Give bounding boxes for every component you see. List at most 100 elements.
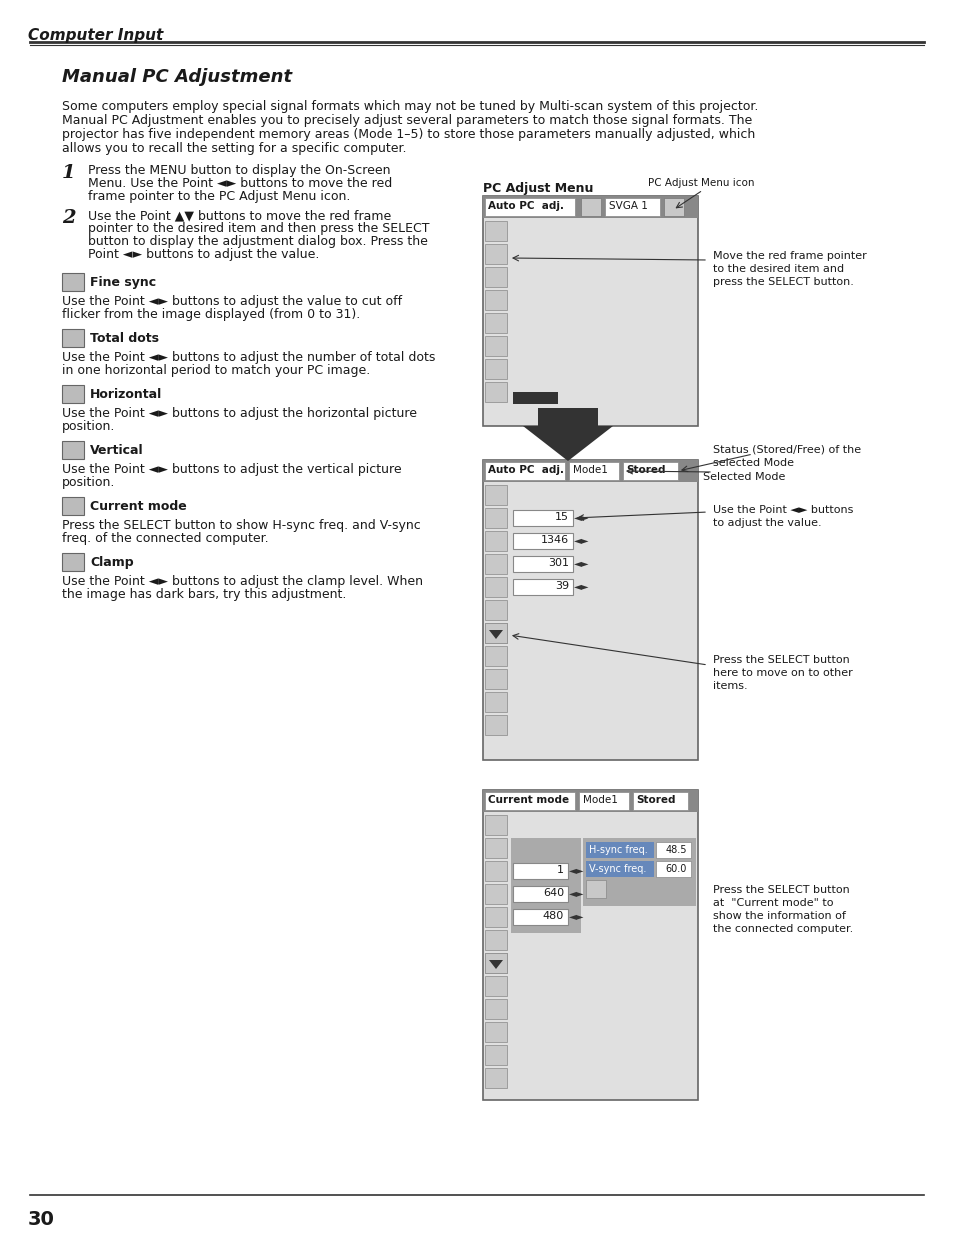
Text: ►: ► (580, 535, 588, 545)
Text: Current mode: Current mode (488, 795, 569, 805)
Bar (663, 198, 683, 216)
Text: Computer Input: Computer Input (28, 28, 163, 43)
Polygon shape (522, 408, 613, 461)
Text: Use the Point ◄► buttons to adjust the clamp level. When: Use the Point ◄► buttons to adjust the c… (62, 576, 422, 588)
Text: flicker from the image displayed (from 0 to 31).: flicker from the image displayed (from 0… (62, 308, 360, 321)
Text: Auto PC  adj.: Auto PC adj. (488, 466, 563, 475)
Bar (622, 462, 678, 480)
Bar (585, 842, 654, 858)
Bar (484, 555, 506, 574)
Text: 1: 1 (557, 864, 563, 876)
Text: SVGA 1: SVGA 1 (608, 201, 647, 211)
Text: ◄: ◄ (568, 864, 576, 876)
Bar (580, 198, 600, 216)
Bar (484, 267, 506, 287)
Bar (484, 245, 506, 264)
Text: Press the MENU button to display the On-Screen: Press the MENU button to display the On-… (88, 164, 390, 177)
Text: ►: ► (576, 911, 583, 921)
Bar (484, 600, 506, 620)
Text: Mode1: Mode1 (573, 466, 607, 475)
Text: 39: 39 (555, 580, 568, 592)
Bar (633, 792, 687, 810)
Bar (656, 842, 690, 858)
Bar (62, 385, 84, 403)
Bar (484, 953, 506, 973)
Text: projector has five independent memory areas (Mode 1–5) to store those parameters: projector has five independent memory ar… (62, 128, 755, 141)
Bar (62, 553, 84, 571)
Text: 480: 480 (542, 911, 563, 921)
Bar (484, 839, 506, 858)
Bar (568, 462, 618, 480)
Bar (484, 792, 575, 810)
Text: allows you to recall the setting for a specific computer.: allows you to recall the setting for a s… (62, 142, 406, 156)
Bar (513, 391, 558, 404)
Text: frame pointer to the PC Adjust Menu icon.: frame pointer to the PC Adjust Menu icon… (88, 190, 350, 203)
Bar (484, 531, 506, 551)
Text: Horizontal: Horizontal (90, 388, 162, 401)
Text: 15: 15 (555, 513, 568, 522)
Bar (482, 790, 698, 811)
Text: ◄: ◄ (568, 888, 576, 898)
Text: V-sync freq.: V-sync freq. (588, 864, 646, 874)
Bar (484, 622, 506, 643)
Bar (484, 312, 506, 333)
Bar (484, 999, 506, 1019)
Bar (513, 579, 573, 595)
Text: ►: ► (580, 513, 588, 522)
Text: Stored: Stored (636, 795, 675, 805)
Bar (513, 909, 567, 925)
Text: Use the Point ◄► buttons to adjust the number of total dots: Use the Point ◄► buttons to adjust the n… (62, 351, 435, 364)
Text: Move the red frame pointer: Move the red frame pointer (712, 251, 866, 261)
Text: 30: 30 (28, 1210, 55, 1229)
Bar (484, 953, 506, 973)
Text: 640: 640 (542, 888, 563, 898)
Text: Menu. Use the Point ◄► buttons to move the red: Menu. Use the Point ◄► buttons to move t… (88, 177, 392, 190)
Text: press the SELECT button.: press the SELECT button. (712, 277, 853, 287)
Text: Current mode: Current mode (90, 500, 187, 513)
Bar (484, 669, 506, 689)
Text: ►: ► (580, 558, 588, 568)
Text: to the desired item and: to the desired item and (712, 264, 843, 274)
Text: Vertical: Vertical (90, 445, 144, 457)
Bar (62, 329, 84, 347)
Bar (513, 534, 573, 550)
Bar (484, 646, 506, 666)
Bar (62, 273, 84, 291)
Text: Use the Point ◄► buttons to adjust the horizontal picture: Use the Point ◄► buttons to adjust the h… (62, 408, 416, 420)
Bar (484, 976, 506, 995)
Bar (484, 884, 506, 904)
Bar (482, 459, 698, 482)
Text: ◄: ◄ (574, 535, 581, 545)
Bar (484, 715, 506, 735)
Text: freq. of the connected computer.: freq. of the connected computer. (62, 532, 269, 545)
Text: PC Adjust Menu icon: PC Adjust Menu icon (647, 178, 754, 188)
Bar (513, 510, 573, 526)
Text: ◄: ◄ (574, 513, 581, 522)
Text: Auto PC  adj.: Auto PC adj. (488, 201, 563, 211)
Text: button to display the adjustment dialog box. Press the: button to display the adjustment dialog … (88, 235, 428, 248)
Text: Use the Point ▲▼ buttons to move the red frame: Use the Point ▲▼ buttons to move the red… (88, 209, 391, 222)
Text: Press the SELECT button to show H-sync freq. and V-sync: Press the SELECT button to show H-sync f… (62, 519, 420, 532)
Bar (484, 930, 506, 950)
Bar (484, 382, 506, 403)
Text: Press the SELECT button: Press the SELECT button (712, 885, 849, 895)
Bar (482, 196, 698, 426)
Bar (604, 198, 659, 216)
Bar (484, 577, 506, 597)
Bar (484, 290, 506, 310)
Text: Manual PC Adjustment: Manual PC Adjustment (62, 68, 292, 86)
Polygon shape (489, 630, 502, 638)
Text: Total dots: Total dots (90, 332, 159, 345)
Text: items.: items. (712, 680, 747, 692)
Text: ◄: ◄ (574, 558, 581, 568)
Bar (484, 221, 506, 241)
Text: here to move on to other: here to move on to other (712, 668, 852, 678)
Bar (484, 1023, 506, 1042)
Text: show the information of: show the information of (712, 911, 845, 921)
Text: 301: 301 (547, 558, 568, 568)
Text: 2: 2 (62, 209, 75, 227)
Text: position.: position. (62, 420, 115, 433)
Text: in one horizontal period to match your PC image.: in one horizontal period to match your P… (62, 364, 370, 377)
Text: ►: ► (580, 580, 588, 592)
Text: Point ◄► buttons to adjust the value.: Point ◄► buttons to adjust the value. (88, 248, 319, 261)
